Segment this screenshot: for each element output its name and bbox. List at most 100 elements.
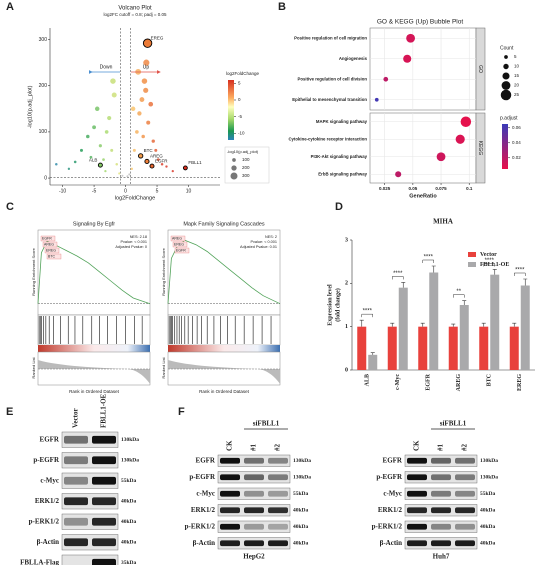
colorbar-label: 0 xyxy=(238,97,241,102)
panel-letter: D xyxy=(335,201,343,213)
x-tick-label: EGFR xyxy=(426,373,432,390)
colorbar-label: -5 xyxy=(238,114,242,119)
band xyxy=(268,490,288,497)
term-label: ErbB signaling pathway xyxy=(318,171,367,176)
legend-title: -log10(p.adj_plot) xyxy=(227,149,259,154)
point xyxy=(104,130,109,134)
chart-title: GO & KEGG (Up) Bubble Plot xyxy=(377,19,464,26)
row-label: β-Actin xyxy=(193,539,215,547)
row-label: p-ERK1/2 xyxy=(372,522,403,530)
bar xyxy=(398,287,408,370)
error-bar xyxy=(420,322,425,327)
point-label: ALB xyxy=(89,157,98,162)
term-label: Positive regulation of cell migration xyxy=(294,35,367,40)
x-tick-label: 0.025 xyxy=(379,186,391,191)
band xyxy=(431,490,451,497)
sig-bracket xyxy=(483,263,495,267)
band xyxy=(92,538,116,547)
legend-title: log2FoldChange xyxy=(226,71,260,76)
facet-strip xyxy=(475,27,486,111)
size-label: 40kDa xyxy=(480,541,496,547)
highlight-point xyxy=(144,158,150,164)
band xyxy=(64,517,88,526)
lane-label: #1 xyxy=(250,444,258,452)
hits-panel xyxy=(37,314,151,346)
size-label: 5 xyxy=(514,54,517,59)
sig-bracket xyxy=(361,313,373,318)
chart-title: Mapk Family Signaling Cascades xyxy=(183,221,265,227)
size-label: 35kDa xyxy=(121,560,137,565)
point xyxy=(110,148,114,152)
blot-strip xyxy=(217,487,291,500)
bar xyxy=(490,274,500,370)
band xyxy=(268,523,288,530)
band xyxy=(268,457,288,464)
sig-label: **** xyxy=(515,268,525,274)
band xyxy=(92,558,116,565)
x-tick-label: 0 xyxy=(124,188,127,194)
point xyxy=(141,134,145,139)
group-label: siFBLL1 xyxy=(440,420,467,428)
bubble xyxy=(460,116,472,127)
panel-bg xyxy=(369,112,477,184)
band xyxy=(455,490,475,497)
lane-label: #2 xyxy=(274,444,282,452)
colorbar-label: 0.04 xyxy=(512,140,521,145)
band xyxy=(407,490,427,497)
sig-bracket xyxy=(514,272,526,276)
size-label: 130kDa xyxy=(480,475,498,481)
band xyxy=(455,523,475,530)
highlight-point xyxy=(182,165,188,171)
band xyxy=(407,523,427,530)
band xyxy=(64,538,88,547)
point xyxy=(156,158,160,161)
band xyxy=(407,540,427,547)
point xyxy=(130,167,134,171)
ranked-metric xyxy=(168,360,280,384)
point xyxy=(160,162,164,166)
band xyxy=(407,457,427,464)
row-label: ERK1/2 xyxy=(35,497,60,505)
panel-letter: C xyxy=(6,201,14,213)
colorbar xyxy=(228,80,234,140)
point xyxy=(128,173,131,176)
chart-title: Volcano Plot xyxy=(118,6,152,12)
size-key xyxy=(503,63,509,70)
band xyxy=(431,540,451,547)
lane-label: CK xyxy=(413,440,421,451)
term-label: Positive regulation of cell division xyxy=(298,76,368,81)
error-bar xyxy=(492,269,497,275)
x-tick-label: BTC xyxy=(487,374,493,386)
x-axis-label: log2FoldChange xyxy=(115,195,155,201)
size-label: 130kDa xyxy=(121,437,139,443)
bubble xyxy=(403,54,412,63)
term-label: Angiogenesis xyxy=(339,56,368,61)
x-tick-label: 0.075 xyxy=(435,186,447,191)
row-label: β-Actin xyxy=(37,538,59,546)
band xyxy=(244,490,264,497)
row-label: c-Myc xyxy=(40,476,59,484)
y-tick-label: 300 xyxy=(39,37,48,43)
size-key xyxy=(232,158,236,162)
x-tick-label: 0.1 xyxy=(466,186,473,191)
bubble xyxy=(395,171,402,178)
gene-tag xyxy=(44,247,60,254)
error-bar xyxy=(390,322,395,327)
band xyxy=(220,507,240,514)
y-tick-label: 200 xyxy=(39,83,48,89)
band xyxy=(431,474,451,481)
gene-label: AREG xyxy=(172,237,182,241)
size-label: 130kDa xyxy=(293,475,311,481)
stat-text: Pvalue: < 0.001 xyxy=(121,240,148,244)
band xyxy=(220,490,240,497)
x-tick-label: 0.05 xyxy=(408,186,417,191)
point xyxy=(118,172,121,175)
chart-title: MIHA xyxy=(433,218,453,226)
band xyxy=(431,507,451,514)
sig-bracket xyxy=(453,294,465,298)
error-bar xyxy=(481,322,486,327)
colorbar-label: -10 xyxy=(238,131,245,136)
y-axis-label: Running Enrichment Score xyxy=(161,247,166,296)
colorbar-label: 0.06 xyxy=(512,125,521,130)
